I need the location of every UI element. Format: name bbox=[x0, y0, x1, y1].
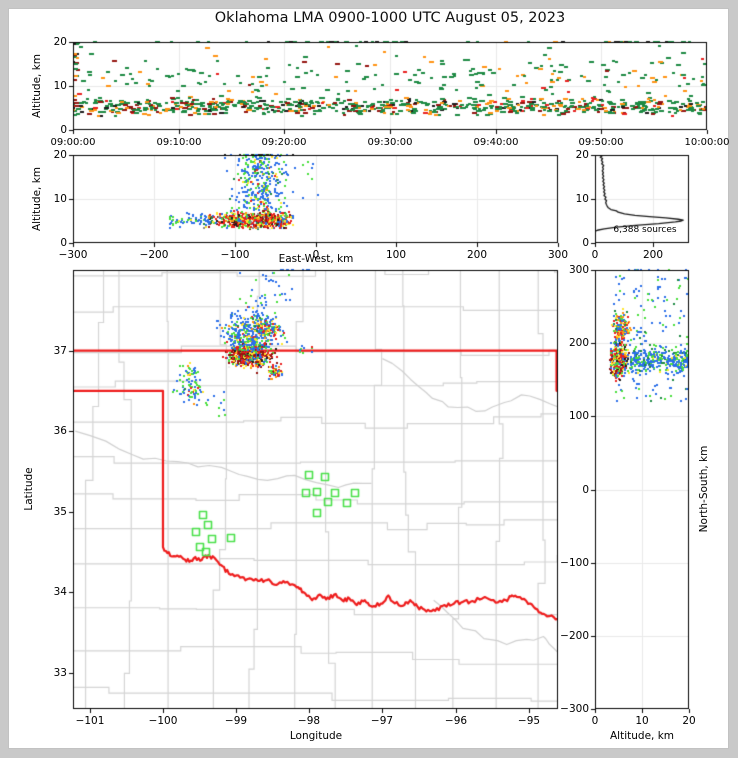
map-ytick-label: 35 bbox=[53, 506, 67, 518]
time_height-xtick-label: 10:00:00 bbox=[684, 137, 730, 148]
alt_hist-xtick-label: 0 bbox=[591, 249, 599, 261]
ew_alt-xtick-label: 300 bbox=[547, 249, 569, 261]
map-ytick-label: 36 bbox=[53, 425, 67, 437]
map-xtick-label: −101 bbox=[75, 715, 105, 727]
time_height-xtick-label: 09:10:00 bbox=[137, 137, 221, 148]
ns_alt-ytick-label: −100 bbox=[560, 557, 589, 569]
time-height-ylabel: Altitude, km bbox=[31, 53, 43, 119]
map-ytick-label: 37 bbox=[53, 345, 67, 357]
ew_alt-xtick-label: −200 bbox=[139, 249, 169, 261]
time_height-ytick-label: 20 bbox=[53, 36, 67, 48]
time_height-xtick-label: 09:20:00 bbox=[242, 137, 326, 148]
figure-title: Oklahoma LMA 0900-1000 UTC August 05, 20… bbox=[214, 10, 566, 26]
map-canvas bbox=[61, 258, 570, 721]
ns_alt-ytick-label: −200 bbox=[560, 630, 589, 642]
map-xtick-label: −95 bbox=[517, 715, 541, 727]
time_height-canvas bbox=[61, 30, 719, 142]
ew_alt-ytick-label: 10 bbox=[53, 193, 67, 205]
ns_alt-ytick-label: 0 bbox=[582, 484, 589, 496]
ns_alt-xtick-label: 20 bbox=[682, 715, 696, 727]
ew_alt-ytick-label: 20 bbox=[53, 149, 67, 161]
ns_alt-canvas bbox=[583, 258, 701, 721]
ns-alt-ylabel: North-South, km bbox=[698, 445, 710, 533]
time_height-xtick-label: 09:30:00 bbox=[348, 137, 432, 148]
source-count-annotation: 6,388 sources bbox=[613, 225, 677, 235]
ew-alt-xlabel: East-West, km bbox=[278, 253, 354, 265]
ew_alt-ytick-label: 0 bbox=[60, 237, 67, 249]
time_height-ytick-label: 0 bbox=[60, 124, 67, 136]
map-xtick-label: −100 bbox=[148, 715, 178, 727]
ew_alt-canvas bbox=[61, 143, 570, 255]
ns_alt-xtick-label: 0 bbox=[591, 715, 599, 727]
map-ylabel: Latitude bbox=[23, 467, 35, 511]
ns_alt-xtick-label: 10 bbox=[635, 715, 649, 727]
ew-alt-ylabel: Altitude, km bbox=[31, 166, 43, 232]
map-xtick-label: −98 bbox=[297, 715, 321, 727]
ew_alt-xtick-label: 100 bbox=[385, 249, 407, 261]
time_height-xtick-label: 09:00:00 bbox=[31, 137, 115, 148]
alt_hist-ytick-label: 10 bbox=[575, 193, 589, 205]
map-ytick-label: 34 bbox=[53, 586, 67, 598]
map-xtick-label: −99 bbox=[224, 715, 248, 727]
map-xlabel: Longitude bbox=[289, 730, 343, 742]
time_height-xtick-label: 09:40:00 bbox=[454, 137, 538, 148]
map-xtick-label: −96 bbox=[444, 715, 468, 727]
alt_hist-xtick-label: 200 bbox=[642, 249, 664, 261]
ns_alt-ytick-label: 100 bbox=[568, 410, 589, 422]
ew_alt-xtick-label: 200 bbox=[466, 249, 488, 261]
ew_alt-xtick-label: −300 bbox=[58, 249, 88, 261]
ns_alt-ytick-label: 200 bbox=[568, 337, 589, 349]
map-xtick-label: −97 bbox=[370, 715, 394, 727]
ns_alt-ytick-label: −300 bbox=[560, 703, 589, 715]
ew_alt-xtick-label: 0 bbox=[312, 249, 320, 261]
ns_alt-ytick-label: 300 bbox=[568, 264, 589, 276]
alt_hist-ytick-label: 0 bbox=[582, 237, 589, 249]
alt_hist-ytick-label: 20 bbox=[575, 149, 589, 161]
ns-alt-xlabel: Altitude, km bbox=[609, 730, 675, 742]
time_height-xtick-label: 09:50:00 bbox=[559, 137, 643, 148]
ew_alt-xtick-label: −100 bbox=[220, 249, 250, 261]
alt_hist-canvas bbox=[583, 143, 701, 255]
time_height-ytick-label: 10 bbox=[53, 80, 67, 92]
map-ytick-label: 33 bbox=[53, 667, 67, 679]
